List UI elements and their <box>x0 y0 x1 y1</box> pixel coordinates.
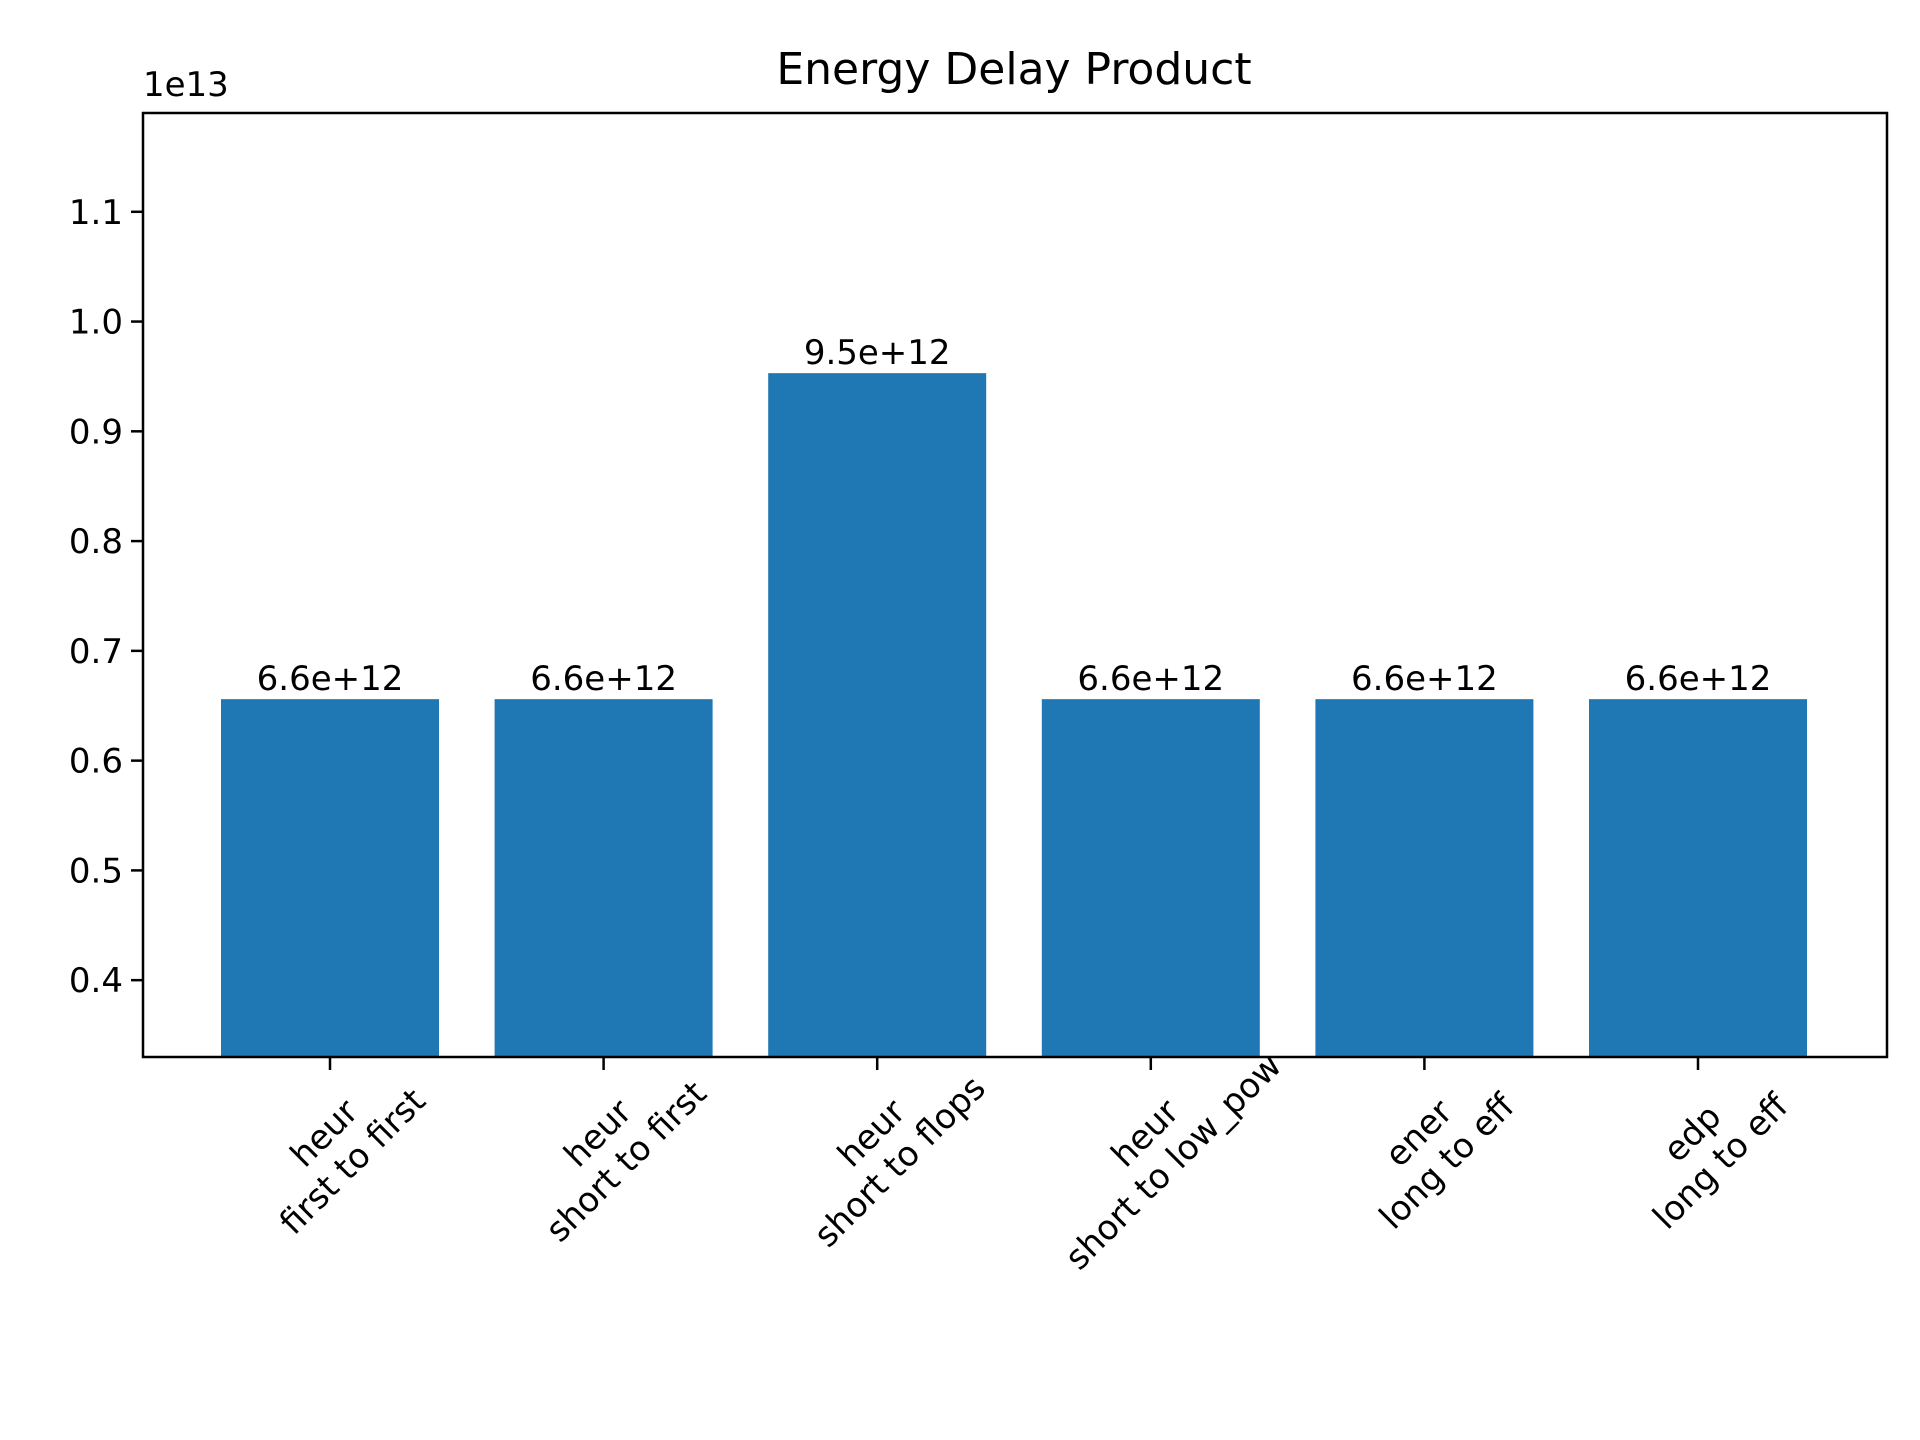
bar <box>221 699 439 1057</box>
bars-layer: 6.6e+12 6.6e+12 9.5e+12 6.6e+12 6.6e+12 6.6e+… <box>221 333 1807 1058</box>
plot-area-frame <box>141 111 1889 1059</box>
bar <box>1589 699 1807 1057</box>
y-tick-label: 0.4 <box>69 961 123 1001</box>
data-label: 6.6e+12 <box>530 659 677 699</box>
bar <box>1041 699 1260 1057</box>
y-tick-label: 0.8 <box>69 522 123 562</box>
data-label: 6.6e+12 <box>1351 659 1498 699</box>
data-label: 6.6e+12 <box>257 659 404 699</box>
bar <box>1315 699 1534 1057</box>
y-offset-label: 1e13 <box>143 65 229 105</box>
data-label: 9.5e+12 <box>804 333 951 373</box>
bar <box>494 699 713 1057</box>
y-tick-label: 0.5 <box>69 851 123 891</box>
data-label: 6.6e+12 <box>1625 659 1772 699</box>
y-tick-label: 0.9 <box>69 412 123 452</box>
y-tick-label: 0.7 <box>69 632 123 672</box>
y-tick-label: 1.0 <box>69 303 123 343</box>
bar <box>768 373 987 1058</box>
data-label: 6.6e+12 <box>1077 659 1224 699</box>
chart-title: Energy Delay Product <box>776 44 1251 95</box>
y-tick-label: 0.6 <box>69 742 123 782</box>
y-tick-label: 1.1 <box>69 193 123 233</box>
